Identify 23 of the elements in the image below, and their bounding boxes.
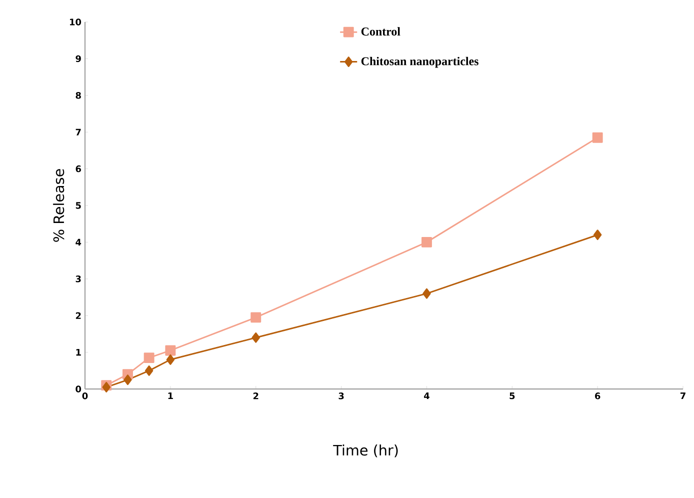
x-tick-label: 3 <box>338 392 344 400</box>
y-tick-label: 2 <box>76 312 81 319</box>
x-tick-label: 2 <box>253 392 258 400</box>
x-tick-label: 6 <box>595 392 600 400</box>
y-axis-title: % Release <box>53 169 64 242</box>
y-tick-label: 9 <box>76 55 81 62</box>
x-tick-label: 0 <box>82 392 88 400</box>
x-tick-label: 5 <box>510 392 515 400</box>
y-tick-label: 7 <box>76 128 81 136</box>
y-tick-label: 3 <box>76 276 81 282</box>
x-axis-title: Time (hr) <box>333 444 398 458</box>
y-tick-label: 1 <box>76 349 81 356</box>
x-tick-label: 7 <box>680 392 686 400</box>
y-tick-label: 5 <box>76 202 81 209</box>
y-tick-label: 10 <box>70 18 82 26</box>
y-tick-label: 6 <box>76 165 82 172</box>
y-tick-label: 8 <box>76 92 81 99</box>
x-tick-label: 1 <box>168 392 173 400</box>
legend-label: Control <box>361 27 400 36</box>
y-tick-label: 0 <box>76 386 82 392</box>
legend-label: Chitosan nanoparticles <box>361 56 478 68</box>
y-tick-label: 4 <box>76 238 82 246</box>
x-tick-label: 4 <box>424 392 430 400</box>
